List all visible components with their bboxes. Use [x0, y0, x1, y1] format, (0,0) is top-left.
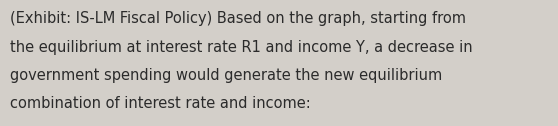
Text: (Exhibit: IS-LM Fiscal Policy) Based on the graph, starting from: (Exhibit: IS-LM Fiscal Policy) Based on … [10, 11, 466, 26]
Text: government spending would generate the new equilibrium: government spending would generate the n… [10, 68, 442, 83]
Text: the equilibrium at interest rate R1 and income Y, a decrease in: the equilibrium at interest rate R1 and … [10, 40, 473, 55]
Text: combination of interest rate and income:: combination of interest rate and income: [10, 96, 311, 111]
